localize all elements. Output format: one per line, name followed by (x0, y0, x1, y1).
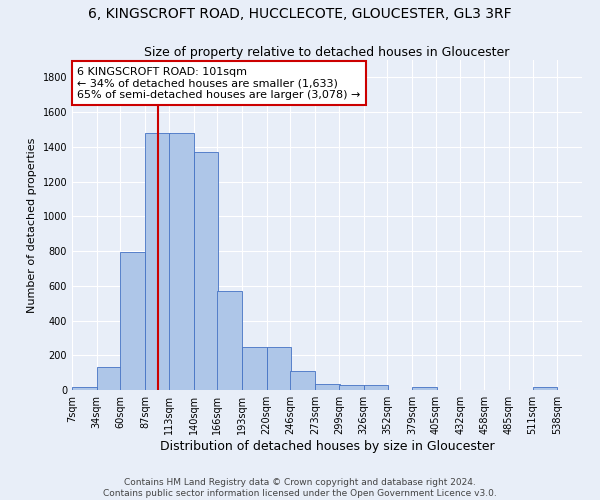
X-axis label: Distribution of detached houses by size in Gloucester: Distribution of detached houses by size … (160, 440, 494, 453)
Bar (121, 252, 145, 390)
Bar (315, 384, 340, 390)
Bar (97, 368, 121, 390)
Bar (533, 387, 557, 390)
Text: Contains HM Land Registry data © Crown copyright and database right 2024.
Contai: Contains HM Land Registry data © Crown c… (103, 478, 497, 498)
Bar (412, 387, 437, 390)
Bar (290, 371, 315, 390)
Text: 6, KINGSCROFT ROAD, HUCCLECOTE, GLOUCESTER, GL3 3RF: 6, KINGSCROFT ROAD, HUCCLECOTE, GLOUCEST… (88, 8, 512, 22)
Y-axis label: Number of detached properties: Number of detached properties (27, 138, 37, 312)
Bar (266, 346, 292, 390)
Bar (194, 152, 218, 390)
Bar (145, 133, 170, 390)
Bar (339, 385, 364, 390)
Bar (217, 291, 242, 390)
Bar (242, 346, 266, 390)
Text: 6 KINGSCROFT ROAD: 101sqm
← 34% of detached houses are smaller (1,633)
65% of se: 6 KINGSCROFT ROAD: 101sqm ← 34% of detac… (77, 66, 361, 100)
Title: Size of property relative to detached houses in Gloucester: Size of property relative to detached ho… (145, 46, 509, 59)
Bar (72, 388, 97, 390)
Bar (169, 133, 194, 390)
Bar (364, 385, 388, 390)
